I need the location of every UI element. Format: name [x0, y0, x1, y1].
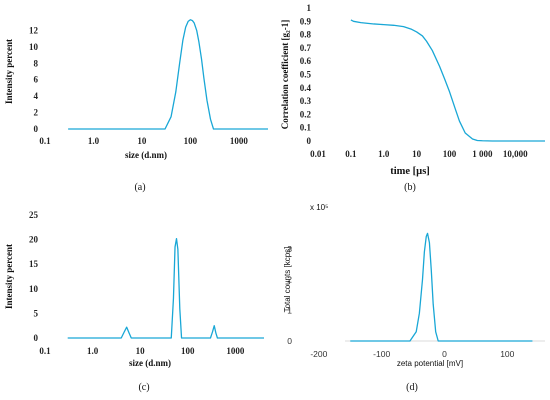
x-tick-label: 1 000	[472, 149, 493, 159]
x-axis-label: zeta potential [mV]	[397, 359, 463, 368]
y-tick-label: 10	[29, 284, 39, 294]
x-axis-label: time [µs]	[390, 166, 430, 177]
chart-panel-c: 0 5 10 15 20 25 0.1 1.0 10 100 1000 size (d.nm) Inte…	[4, 210, 264, 393]
y-tick-label: 0	[34, 124, 39, 134]
x-tick-label: 1.0	[378, 149, 390, 159]
x-tick-label: 100	[500, 349, 514, 359]
y-tick-label: 0	[307, 136, 312, 146]
x-tick-label: 0.1	[345, 149, 357, 159]
y-tick-label: 1	[287, 305, 292, 315]
y-tick-label: 0	[287, 336, 292, 346]
y-tick-label: 0.8	[300, 30, 312, 40]
y-tick-label: 4	[34, 91, 39, 101]
x-axis-label: size (d.nm)	[125, 150, 167, 160]
x-axis-label: size (d.nm)	[129, 358, 171, 368]
panel-label: (b)	[404, 182, 416, 193]
y-tick-label: 12	[29, 25, 39, 35]
y-tick-label: 10	[29, 42, 39, 52]
x-tick-label: -200	[310, 349, 327, 359]
y-tick-label: 6	[34, 75, 39, 85]
y-tick-label: 15	[29, 259, 39, 269]
y-axis-label: Intensity percent	[4, 39, 14, 104]
y-tick-label: 0	[34, 333, 39, 343]
y-tick-label: 0.2	[300, 109, 312, 119]
y-tick-label: 0.9	[300, 16, 312, 26]
x-tick-label: 0	[442, 349, 447, 359]
y-tick-label: 0.3	[300, 96, 312, 106]
y-tick-label: 5	[34, 308, 39, 318]
y-tick-label: 0.4	[300, 83, 312, 93]
y-tick-label: 0.6	[300, 56, 312, 66]
x-tick-label: 100	[443, 149, 457, 159]
y-axis-label: Intensity percent	[4, 244, 14, 309]
x-tick-label: 100	[181, 346, 195, 356]
x-tick-label: 10	[137, 136, 147, 146]
x-tick-label: 10	[412, 149, 422, 159]
panel-label: (d)	[406, 382, 418, 393]
y-tick-label: 0.7	[300, 43, 312, 53]
y-tick-label: 8	[34, 58, 39, 68]
x-tick-label: 0.1	[39, 346, 51, 356]
series-line	[350, 19, 545, 142]
series-line	[68, 19, 268, 130]
x-tick-label: 0.01	[310, 149, 326, 159]
y-tick-label: 20	[29, 235, 39, 245]
y-tick-label: 2	[34, 108, 39, 118]
x-tick-label: 100	[184, 136, 198, 146]
y-tick-label: 2	[287, 275, 292, 285]
x-tick-label: 1000	[230, 136, 249, 146]
y-tick-label: 25	[29, 210, 39, 220]
x-tick-label: 10	[136, 346, 146, 356]
chart-panel-d: 0 1 2 3 -200 -100 0 100 zeta potential [mV] Total…	[283, 203, 545, 393]
x-tick-label: 1000	[226, 346, 245, 356]
chart-panel-a: 0 2 4 6 8 10 12 0.1 1.0 10 100 1000 size (d.nm) Inten…	[4, 19, 268, 193]
panel-label: (c)	[138, 382, 149, 393]
chart-panel-b: 0 0.1 0.2 0.3 0.4 0.5 0.6 0.7 0.8 0.9 1 0.01 0.1 1.0 1…	[280, 3, 545, 193]
y-axis-label: Correlation coefficient [g₂-1]	[280, 20, 290, 130]
series-line	[350, 232, 533, 342]
x-tick-label: 10,000	[503, 149, 528, 159]
y-axis-label: Total counts [kcps]	[283, 247, 292, 313]
x-tick-label: 1.0	[87, 346, 99, 356]
y-tick-label: 0.1	[300, 123, 312, 133]
x-tick-label: 0.1	[39, 136, 51, 146]
y-tick-label: 1	[307, 3, 312, 13]
panel-label: (a)	[134, 182, 145, 193]
x-tick-label: -100	[373, 349, 390, 359]
y-tick-label: 3	[287, 244, 292, 254]
scale-note: x 10⁵	[310, 203, 328, 212]
y-tick-label: 0.5	[300, 70, 312, 80]
x-tick-label: 1.0	[88, 136, 100, 146]
series-line	[67, 237, 264, 339]
